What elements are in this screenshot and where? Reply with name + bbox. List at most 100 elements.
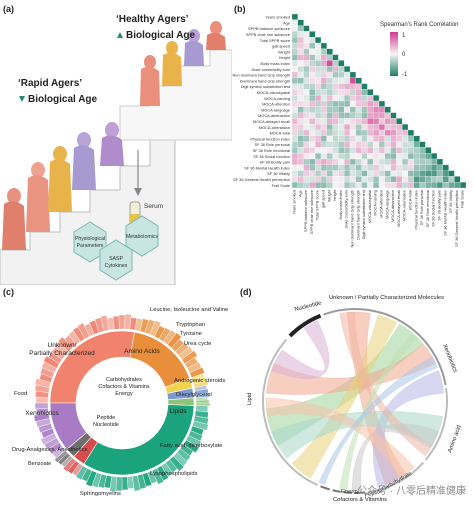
heatmap-cells: [291, 13, 467, 189]
healthy-ager-figures: [140, 21, 226, 106]
heatmap-cell: [344, 124, 351, 131]
heatmap-cell: [338, 182, 345, 189]
heatmap-cell: [309, 54, 316, 61]
heatmap-cell: [367, 170, 374, 177]
heatmap-cell: [367, 118, 374, 125]
panel-label-a: (a): [3, 4, 14, 14]
heatmap-cell: [460, 182, 467, 189]
heatmap-cell: [378, 135, 385, 142]
row-label: Physical function index: [250, 136, 290, 141]
heatmap-cell: [309, 129, 316, 136]
heatmap-cell: [355, 147, 362, 154]
heatmap-cell: [344, 170, 351, 177]
heatmap-cell: [355, 141, 362, 148]
heatmap-cell: [361, 135, 368, 142]
heatmap-cell: [309, 112, 316, 119]
heatmap-cell: [355, 112, 362, 119]
heatmap-cell: [309, 176, 316, 183]
heatmap-cell: [378, 141, 385, 148]
legend-tick-zero: 0: [402, 52, 406, 58]
heatmap-cell: [315, 83, 322, 90]
heatmap-cell: [332, 60, 339, 67]
heatmap-cell: [407, 153, 414, 160]
heatmap-cell: [326, 170, 333, 177]
heatmap-cell: [338, 77, 345, 84]
arc-amino-acid: [367, 461, 425, 494]
label-unknown-1: Unknown/: [48, 342, 77, 349]
heatmap-cell: [303, 106, 310, 113]
chord-diagram: Nucleotide Unknown / Partially Character…: [247, 295, 463, 503]
heatmap-cell: [361, 170, 368, 177]
heatmap-cell: [291, 42, 298, 49]
row-label: gait speed: [272, 44, 290, 49]
heatmap-cell: [373, 95, 380, 102]
heatmap-cell: [407, 158, 414, 165]
heatmap-cell: [431, 182, 438, 189]
heatmap-cell: [332, 77, 339, 84]
heatmap-cell: [309, 141, 316, 148]
heatmap-cell: [367, 95, 374, 102]
heatmap-cell: [378, 164, 385, 171]
heatmap-cell: [349, 77, 356, 84]
chord-ribbons: [265, 311, 444, 491]
heatmap-cell: [291, 182, 298, 189]
heatmap-cell: [326, 147, 333, 154]
heatmap-cell: [373, 153, 380, 160]
heatmap-cell: [448, 176, 455, 183]
heatmap-cell: [291, 95, 298, 102]
heatmap-cell: [413, 158, 420, 165]
heatmap-cell: [303, 77, 310, 84]
heatmap-cell: [349, 153, 356, 160]
heatmap-cell: [396, 158, 403, 165]
heatmap-cell: [396, 135, 403, 142]
column-label: Years smoked: [291, 190, 296, 215]
arc-label-xenobiotics: Xenobiotics: [441, 344, 458, 374]
heatmap-cell: [344, 135, 351, 142]
heatmap-cell: [326, 89, 333, 96]
arc-cofactors: [320, 485, 330, 491]
heatmap-cell: [338, 60, 345, 67]
heatmap-cell: [349, 89, 356, 96]
heatmap-cell: [402, 164, 409, 171]
heatmap-cell: [361, 95, 368, 102]
heatmap-cell: [373, 170, 380, 177]
heatmap-cell: [454, 176, 461, 183]
heatmap-cell: [344, 100, 351, 107]
heatmap-cell: [402, 153, 409, 160]
heatmap-cell: [396, 124, 403, 131]
heatmap-cell: [338, 100, 345, 107]
row-label: MOCA-abstraction: [258, 113, 290, 118]
heatmap-cell: [326, 124, 333, 131]
heatmap-cell: [436, 176, 443, 183]
heatmap-cell: [315, 135, 322, 142]
heatmap-cell: [315, 60, 322, 67]
heatmap-cell: [344, 118, 351, 125]
heatmap-cell: [384, 182, 391, 189]
row-label: MOCA-orientation: [259, 125, 290, 130]
heatmap-cell: [315, 129, 322, 136]
heatmap-cell: [355, 129, 362, 136]
heatmap-cell: [320, 60, 327, 67]
heatmap-cell: [291, 106, 298, 113]
column-label: MOCA-attention: [378, 190, 383, 218]
arc-label-energy: Energy: [341, 489, 359, 495]
row-label: SF 36 Mental Health index: [244, 165, 290, 170]
heatmap-cell: [332, 170, 339, 177]
label-drug: Drug-Analgesics, Anesthetics: [12, 447, 87, 453]
heatmap-cell: [320, 135, 327, 142]
heatmap-cell: [344, 129, 351, 136]
heatmap-cell: [419, 176, 426, 183]
heatmap-cell: [291, 176, 298, 183]
label-sphingomyelins: Sphingomyelins: [80, 491, 121, 497]
heatmap-cell: [390, 164, 397, 171]
heatmap-cell: [349, 164, 356, 171]
heatmap-cell: [373, 158, 380, 165]
heatmap-cell: [367, 147, 374, 154]
heatmap-cell: [338, 135, 345, 142]
heatmap-cell: [291, 129, 298, 136]
heatmap-cell: [291, 141, 298, 148]
heatmap-cell: [303, 95, 310, 102]
row-label: Weight: [278, 49, 291, 54]
column-label: Weight: [326, 189, 331, 202]
column-label: Height: [332, 189, 337, 201]
